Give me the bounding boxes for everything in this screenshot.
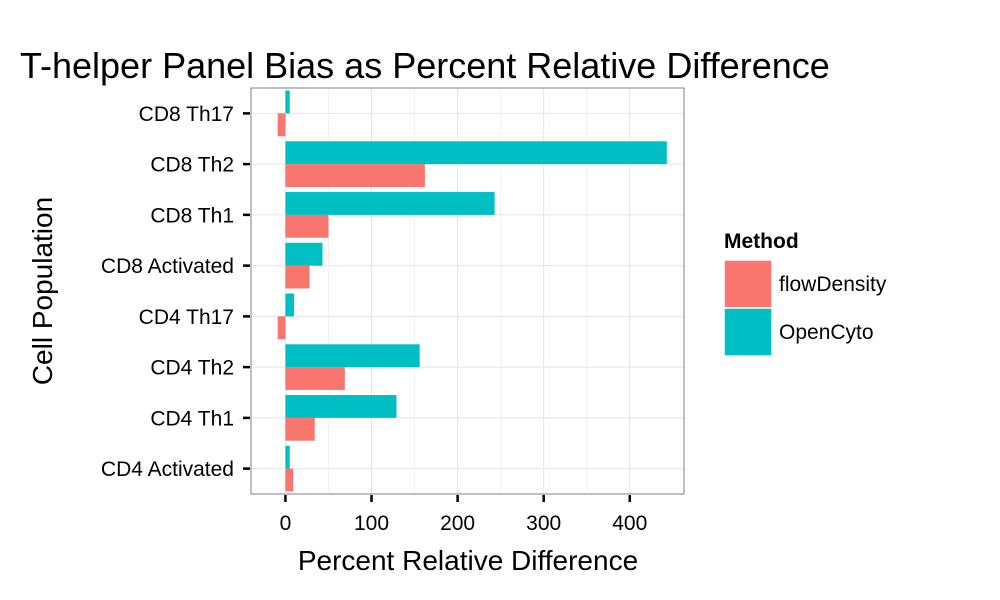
plot-border (250, 87, 685, 495)
bar (277, 113, 286, 137)
x-tick-label: 200 (440, 512, 475, 535)
y-tick-label: CD4 Th1 (150, 407, 234, 430)
legend: Method flowDensity OpenCyto (723, 230, 887, 357)
x-axis-label: Percent Relative Difference (298, 545, 638, 576)
legend-swatch (723, 259, 773, 309)
y-tick-label: CD4 Th17 (139, 306, 234, 329)
legend-swatch (723, 307, 773, 357)
y-tick-label: CD4 Th2 (150, 357, 234, 380)
bar (285, 344, 420, 368)
bar (285, 367, 345, 390)
x-tick-label: 300 (526, 512, 561, 535)
chart-title: T-helper Panel Bias as Percent Relative … (20, 45, 830, 86)
x-tick-label: 400 (612, 512, 647, 535)
bar (285, 242, 323, 266)
y-axis-label: Cell Population (27, 197, 58, 385)
bar (285, 164, 425, 187)
bar (277, 316, 286, 340)
bar (285, 417, 315, 441)
legend-title: Method (724, 230, 799, 253)
legend-label: OpenCyto (779, 321, 874, 344)
bar (285, 192, 495, 215)
bar (285, 468, 294, 492)
bar (285, 90, 290, 114)
x-tick-label: 100 (354, 512, 389, 535)
y-tick-label: CD8 Th2 (150, 154, 234, 177)
legend-label: flowDensity (779, 273, 887, 296)
y-tick-label: CD8 Activated (101, 255, 234, 278)
bar (285, 141, 667, 165)
bar (285, 214, 329, 238)
bar (285, 395, 397, 418)
x-tick-label: 0 (280, 512, 292, 535)
bars (277, 90, 667, 492)
y-tick-label: CD4 Activated (101, 458, 234, 481)
bar (285, 265, 310, 289)
y-axis: CD8 Th17 CD8 Th2 CD8 Th1 CD8 Activated CD4 T… (101, 103, 250, 481)
y-tick-label: CD8 Th1 (150, 204, 234, 227)
bar (285, 445, 290, 469)
y-tick-label: CD8 Th17 (139, 103, 234, 126)
x-axis: 0 100 200 300 400 (280, 495, 647, 535)
bar (285, 293, 295, 317)
